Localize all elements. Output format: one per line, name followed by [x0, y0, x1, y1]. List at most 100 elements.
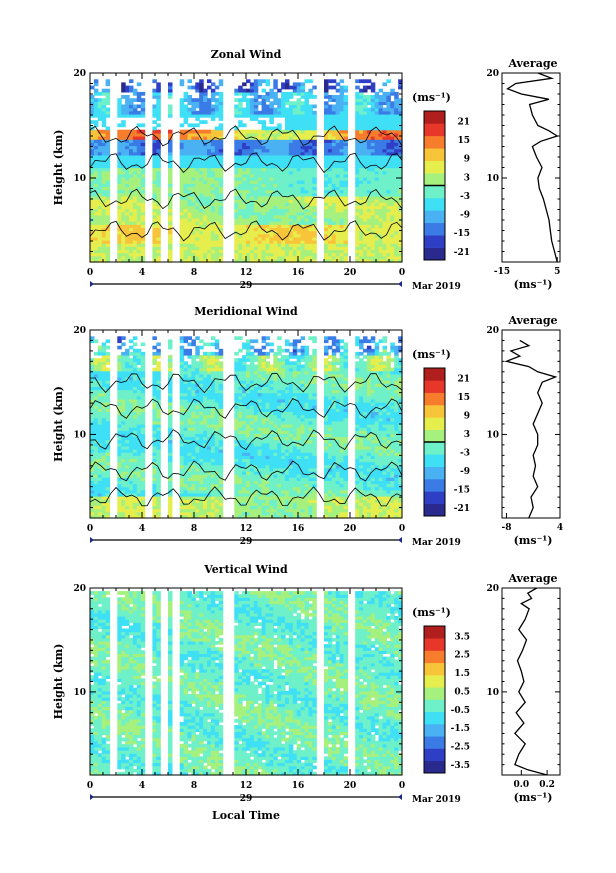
heatmap-cell [179, 420, 185, 425]
heatmap-cell [288, 252, 294, 257]
heatmap-cell [378, 132, 384, 137]
heatmap-cell [382, 148, 387, 153]
heatmap-cell [168, 345, 173, 350]
heatmap-cell [285, 186, 290, 191]
heatmap-cell [129, 449, 134, 453]
heatmap-cell [125, 183, 130, 188]
heatmap-cell [234, 192, 239, 197]
heatmap-cell [121, 411, 126, 416]
heatmap-cell [152, 195, 157, 200]
heatmap-cell [117, 101, 122, 106]
heatmap-cell [390, 158, 395, 162]
heatmap-cell [281, 230, 286, 235]
heatmap-cell [355, 120, 360, 124]
heatmap-cell [261, 189, 267, 194]
heatmap-cell [214, 205, 220, 210]
heatmap-cell [214, 211, 220, 216]
heatmap-cell [277, 189, 282, 194]
heatmap-cell [343, 205, 348, 210]
heatmap-cell [378, 243, 384, 247]
heatmap-cell [187, 224, 192, 228]
heatmap-cell [363, 205, 368, 210]
heatmap-cell [125, 164, 130, 169]
heatmap-cell [300, 161, 306, 165]
heatmap-cell [378, 98, 384, 102]
heatmap-cell [308, 180, 313, 184]
heatmap-cell [179, 355, 185, 359]
heatmap-cell [398, 151, 403, 156]
heatmap-cell [269, 113, 274, 118]
heatmap-cell [370, 227, 376, 232]
heatmap-cell [93, 258, 99, 263]
heatmap-cell [207, 180, 212, 184]
x-tick-label: 0 [87, 268, 93, 278]
heatmap-cell [105, 252, 111, 257]
heatmap-cell [304, 158, 309, 162]
heatmap-cell [136, 249, 142, 254]
heatmap-cell [398, 107, 403, 112]
heatmap-cell [257, 195, 263, 200]
heatmap-cell [199, 129, 204, 134]
heatmap-cell [296, 214, 302, 219]
heatmap-cell [355, 233, 360, 238]
heatmap-cell [234, 233, 239, 238]
heatmap-cell [261, 205, 267, 210]
heatmap-cell [187, 236, 192, 241]
heatmap-cell [156, 192, 161, 197]
heatmap-cell [203, 88, 208, 93]
heatmap-cell [97, 358, 103, 362]
heatmap-cell [288, 186, 294, 191]
heatmap-cell [355, 117, 360, 121]
heatmap-cell [203, 252, 208, 257]
heatmap-cell [269, 173, 274, 178]
heatmap-cell [378, 211, 384, 216]
heatmap-cell [386, 183, 391, 188]
heatmap-cell [277, 104, 282, 109]
heatmap-cell [370, 139, 376, 143]
heatmap-cell [218, 132, 224, 137]
heatmap-cell [246, 258, 251, 263]
heatmap-cell [300, 136, 306, 140]
heatmap-cell [288, 148, 294, 153]
heatmap-cell [386, 154, 391, 159]
heatmap-cell [136, 189, 142, 194]
heatmap-cell [257, 199, 263, 203]
heatmap-cell [355, 107, 360, 112]
heatmap-cell [168, 230, 173, 235]
heatmap-cell [273, 208, 278, 213]
heatmap-cell [324, 221, 329, 225]
heatmap-cell [179, 183, 185, 188]
heatmap-cell [242, 246, 247, 251]
heatmap-cell [355, 145, 360, 150]
heatmap-cell [183, 214, 189, 219]
heatmap-cell [285, 217, 290, 222]
heatmap-cell [214, 91, 220, 96]
heatmap-cell [214, 345, 220, 350]
heatmap-cell [312, 120, 317, 124]
heatmap-cell [101, 161, 107, 165]
heatmap-cell [90, 211, 95, 216]
heatmap-cell [234, 167, 239, 172]
heatmap-cell [261, 79, 267, 84]
heatmap-cell [97, 458, 103, 463]
heatmap-cell [97, 180, 103, 184]
heatmap-cell [105, 345, 111, 350]
heatmap-cell [187, 430, 192, 434]
heatmap-cell [327, 189, 333, 194]
heatmap-cell [288, 170, 294, 175]
heatmap-cell [370, 255, 376, 260]
heatmap-cell [207, 258, 212, 263]
heatmap-cell [203, 183, 208, 188]
heatmap-cell [101, 420, 107, 425]
heatmap-cell [168, 252, 173, 257]
heatmap-cell [355, 142, 360, 147]
heatmap-cell [101, 139, 107, 143]
heatmap-cell [199, 345, 204, 350]
heatmap-cell [199, 101, 204, 106]
heatmap-cell [214, 183, 220, 188]
heatmap-cell [93, 243, 99, 247]
heatmap-cell [152, 496, 157, 500]
heatmap-cell [132, 98, 138, 102]
heatmap-cell [191, 240, 196, 244]
heatmap-cell [207, 132, 212, 137]
